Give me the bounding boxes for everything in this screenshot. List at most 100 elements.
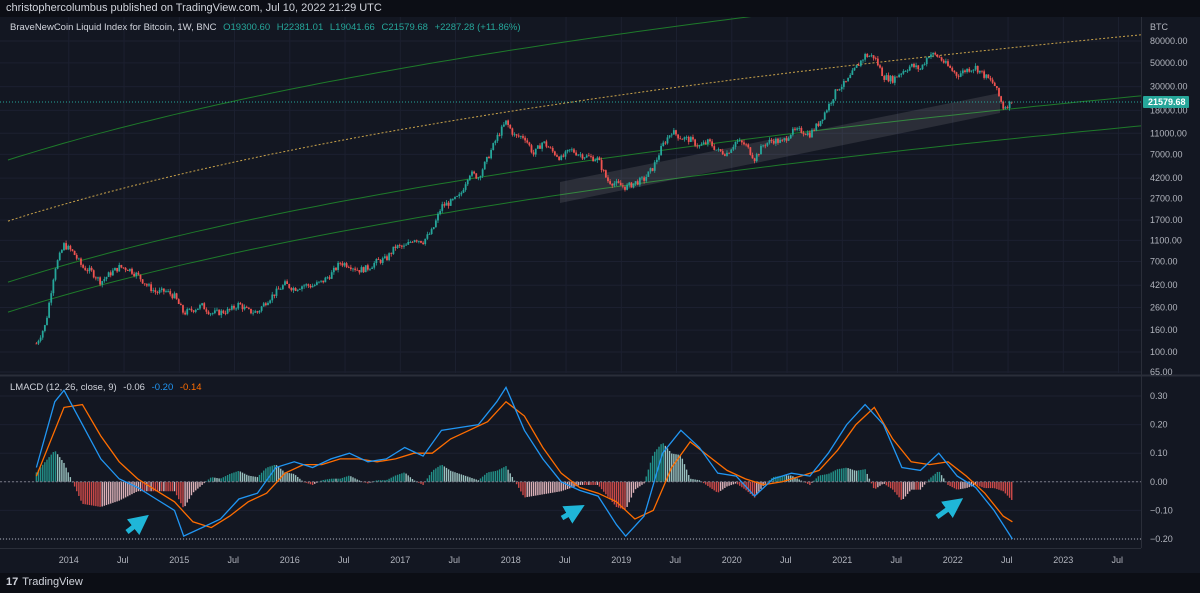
hist-bar-284 [639, 481, 641, 487]
hist-bar-240 [545, 481, 548, 494]
candle-body-197 [454, 196, 456, 199]
time-tick-1: Jul [117, 555, 129, 565]
candle-body-344 [766, 142, 769, 146]
candle-body-290 [651, 168, 654, 171]
candle-body-78 [201, 303, 204, 306]
candle-body-185 [428, 234, 431, 235]
annotation-arrow-2 [935, 498, 964, 520]
hist-bar-169 [394, 475, 397, 482]
hist-bar-255 [577, 481, 579, 486]
hist-bar-3 [42, 464, 44, 482]
hist-bar-369 [819, 475, 822, 482]
candle-body-18 [73, 250, 76, 255]
candle-body-271 [611, 183, 614, 186]
time-tick-5: Jul [338, 555, 350, 565]
hist-bar-368 [817, 476, 820, 482]
candle-body-0 [35, 343, 38, 345]
hist-bar-322 [719, 481, 722, 491]
candle-body-51 [143, 283, 146, 285]
hist-bar-40 [120, 481, 123, 500]
price-axis[interactable]: 65.00 100.00 160.00 260.00 420.00 700.00 1100.… [1150, 36, 1188, 377]
macd-tick-3: 0.00 [1150, 477, 1168, 487]
candle-body-121 [292, 288, 295, 291]
hist-bar-303 [679, 454, 681, 482]
candle-body-22 [82, 264, 85, 268]
candle-body-167 [390, 253, 393, 255]
candle-body-279 [628, 182, 631, 185]
main-pane[interactable] [0, 17, 1141, 373]
price-tick-0: 65.00 [1150, 367, 1173, 377]
hist-bar-220 [503, 467, 505, 482]
candle-body-281 [632, 183, 635, 188]
support-band [560, 93, 1000, 203]
price-tick-12: 18000.00 [1150, 105, 1188, 115]
candle-body-329 [734, 141, 737, 147]
hist-bar-9 [54, 451, 57, 482]
candle-body-448 [987, 74, 990, 79]
hist-bar-394 [872, 481, 875, 489]
price-tick-8: 2700.00 [1150, 194, 1183, 204]
last-price-tag-bg [1143, 95, 1189, 108]
candle-body-388 [859, 60, 862, 66]
candle-body-53 [148, 284, 150, 286]
candle-body-400 [885, 75, 888, 80]
candle-body-452 [995, 86, 998, 88]
candle-body-293 [658, 155, 660, 160]
hist-bar-377 [836, 469, 839, 482]
candle-body-137 [326, 277, 329, 279]
candle-body-95 [237, 302, 240, 309]
candle-body-68 [179, 303, 182, 306]
candle-body-150 [354, 268, 357, 270]
candle-body-451 [993, 82, 996, 87]
candle-body-399 [883, 76, 886, 80]
candle-body-131 [313, 284, 316, 287]
hist-bar-140 [333, 478, 335, 482]
hist-bar-215 [492, 471, 494, 482]
tradingview-logo-icon: 17 [6, 576, 19, 588]
hist-bar-408 [902, 481, 905, 499]
hist-bar-39 [118, 481, 120, 501]
hist-bar-123 [297, 476, 299, 482]
candle-body-270 [609, 181, 612, 184]
candle-body-414 [915, 65, 918, 68]
chart-canvas[interactable]: 65.00 100.00 160.00 260.00 420.00 700.00 1100.… [0, 17, 1200, 573]
hist-bar-235 [535, 481, 537, 496]
hist-bar-175 [407, 475, 409, 482]
hist-bar-319 [713, 481, 715, 491]
hist-bar-90 [226, 475, 229, 482]
candle-body-247 [560, 155, 563, 160]
candle-body-398 [881, 67, 884, 77]
candle-body-345 [768, 139, 771, 143]
candle-body-19 [75, 254, 78, 259]
candle-body-443 [976, 65, 979, 73]
hist-bar-88 [222, 477, 225, 482]
hist-bar-436 [962, 481, 964, 489]
hist-bar-437 [964, 481, 966, 489]
symbol-name: BraveNewCoin Liquid Index for Bitcoin, 1… [10, 22, 217, 33]
hist-bar-74 [192, 481, 195, 493]
candle-body-54 [150, 284, 153, 292]
candle-body-435 [959, 73, 962, 77]
candle-body-3 [41, 331, 44, 338]
candle-body-79 [203, 303, 206, 310]
hist-bar-310 [694, 479, 696, 482]
hist-bar-238 [541, 481, 543, 495]
legend-high: H22381.01 [276, 22, 324, 33]
macd-axis[interactable]: 0.30 0.20 0.10 0.00 −0.10 −0.20 [1150, 391, 1173, 544]
hist-bar-138 [328, 478, 331, 482]
candle-body-316 [706, 139, 709, 144]
price-tick-13: 30000.00 [1150, 82, 1188, 92]
candle-body-395 [874, 58, 877, 60]
hist-bar-228 [520, 481, 522, 492]
hist-bar-315 [705, 481, 707, 485]
hist-bar-264 [596, 481, 599, 485]
brand[interactable]: 17 TradingView [6, 576, 83, 588]
hist-bar-388 [860, 469, 862, 482]
time-axis[interactable]: 2014 Jul 2015 Jul 2016 Jul 2017 Jul 2018 Jul 2019 J… [59, 555, 1123, 565]
macd-pane[interactable] [0, 378, 1141, 548]
hist-bar-68 [180, 481, 182, 504]
hist-bar-46 [133, 481, 135, 494]
hist-bar-383 [849, 468, 851, 482]
hist-bar-210 [481, 476, 484, 482]
candle-body-261 [590, 156, 592, 157]
